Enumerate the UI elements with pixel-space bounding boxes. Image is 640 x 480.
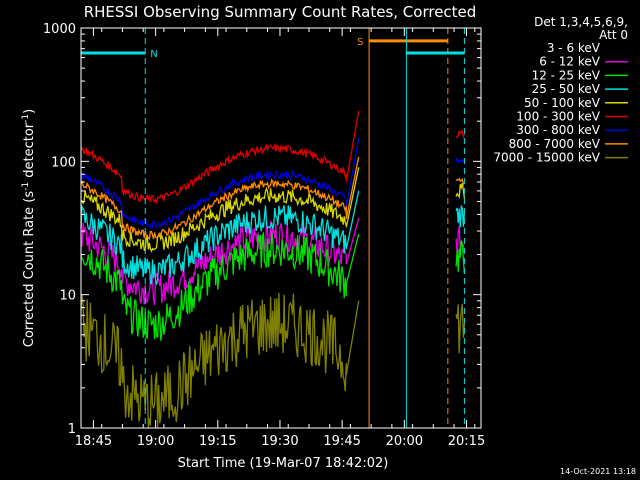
y-axis-label-suffix: ) — [22, 109, 37, 114]
y-tick-label-0: 1 — [68, 422, 76, 437]
legend-entry-4: 50 - 100 keV — [524, 96, 601, 110]
x-tick-label-2: 19:15 — [199, 434, 236, 449]
legend-entry-7: 800 - 7000 keV — [509, 137, 601, 151]
y-axis-label-prefix: Corrected Count Rate (s — [22, 191, 37, 348]
x-axis-label: Start Time (19-Mar-07 18:42:02) — [178, 456, 389, 471]
series-tail-7 — [455, 177, 465, 186]
chart-title: RHESSI Observing Summary Count Rates, Co… — [84, 3, 477, 21]
series-tail-3 — [455, 204, 466, 228]
series-tail-4 — [455, 182, 466, 199]
saa-label: S — [357, 37, 363, 48]
legend-entry-6: 300 - 800 keV — [516, 123, 600, 137]
x-tick-label-5: 20:00 — [386, 434, 423, 449]
y-axis-label-mid: detector — [22, 122, 37, 182]
series-line-2 — [80, 232, 360, 341]
plot-area: N S 18:45 19:00 19:15 19:30 19:45 20:00 20:15 1 10… — [43, 22, 485, 449]
x-tick-label-4: 19:45 — [323, 434, 360, 449]
series-line-7 — [80, 156, 360, 241]
legend-entry-1: 6 - 12 keV — [539, 55, 601, 69]
footer-date: 14-Oct-2021 13:18 — [560, 467, 636, 476]
legend-entry-3: 25 - 50 keV — [532, 82, 601, 96]
legend-header-line2: Att 0 — [599, 28, 628, 42]
y-axis-label: Corrected Count Rate (s-1 detector-1) — [21, 109, 37, 347]
x-tick-label-1: 19:00 — [137, 434, 174, 449]
plot-frame — [80, 27, 482, 429]
series-tail-5 — [455, 129, 465, 140]
series-line-6 — [80, 137, 360, 229]
series-line-3 — [80, 190, 360, 286]
series-line-5 — [80, 110, 360, 205]
y-tick-label-2: 100 — [51, 155, 76, 170]
series-tail-0 — [455, 252, 466, 296]
series-line-1 — [80, 217, 360, 306]
y-tick-label-3: 1000 — [43, 22, 76, 37]
series-line-4 — [80, 167, 360, 253]
night-label: N — [150, 49, 157, 60]
legend-header-line1: Det 1,3,4,5,6,9, — [534, 15, 628, 29]
x-tick-label-6: 20:15 — [448, 434, 485, 449]
series-tail-6 — [455, 157, 466, 164]
series-line-8 — [80, 292, 360, 429]
series-tail-8 — [455, 303, 466, 354]
y-tick-label-1: 10 — [59, 289, 76, 304]
legend-entry-0: 3 - 6 keV — [547, 41, 601, 55]
legend-entry-2: 12 - 25 keV — [532, 68, 601, 82]
legend-entry-5: 100 - 300 keV — [516, 110, 600, 124]
y-axis-label-sup2: -1 — [21, 114, 31, 123]
series-line-0 — [80, 251, 360, 382]
series-tail-2 — [455, 240, 466, 274]
legend-entry-8: 7000 - 15000 keV — [493, 151, 600, 165]
x-tick-label-3: 19:30 — [261, 434, 298, 449]
y-axis-label-sup1: -1 — [21, 182, 31, 191]
x-tick-label-0: 18:45 — [75, 434, 112, 449]
